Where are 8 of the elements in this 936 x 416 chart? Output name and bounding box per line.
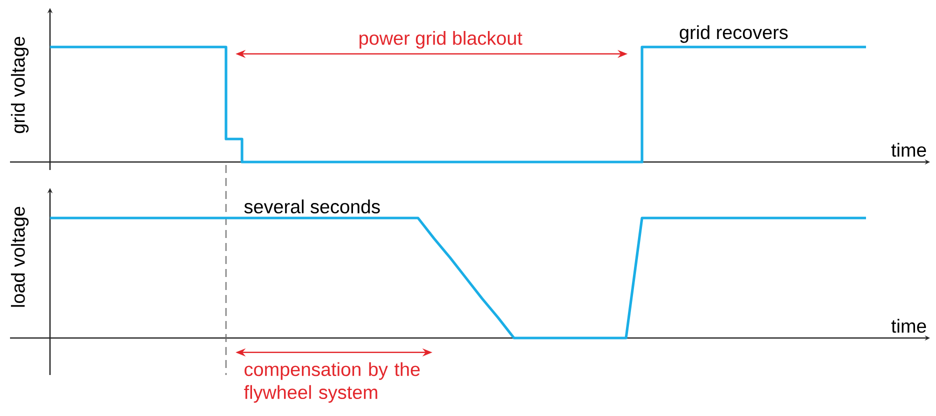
y-axis-title: grid voltage [10,36,29,134]
x-axis-title: time [891,142,926,157]
text: grid recovers [680,25,788,43]
text: compensation by the flywheel system [244,362,420,403]
y-axis-title: load voltage [10,206,29,307]
annotation: power grid blackout [360,30,522,49]
text: several seconds [244,199,380,214]
x-axis-title: time [891,318,926,333]
